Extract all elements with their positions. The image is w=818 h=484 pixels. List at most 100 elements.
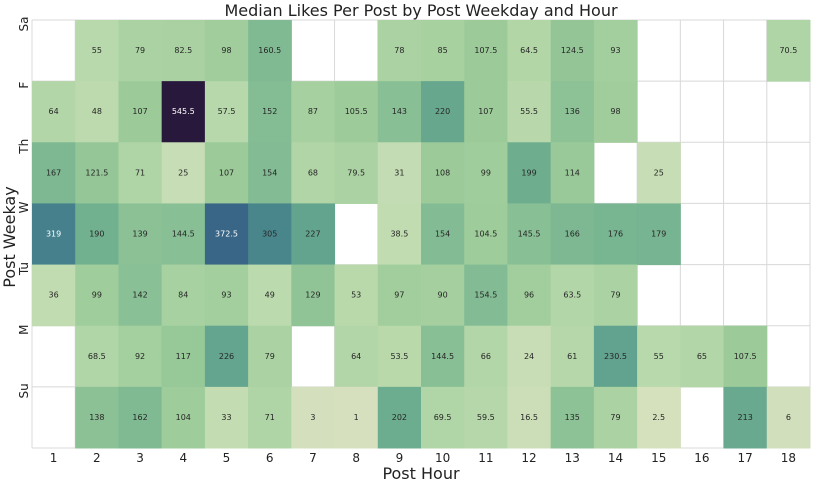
heatmap-cell (32, 81, 76, 143)
heatmap-cell (723, 325, 768, 388)
x-tick-label: 13 (565, 451, 580, 465)
cell-value-label: 107 (219, 168, 234, 177)
x-tick-label: 1 (50, 451, 58, 465)
cell-value-label: 117 (176, 352, 191, 361)
cell-value-label: 136 (565, 107, 580, 116)
heatmap-cell (593, 203, 638, 266)
x-axis-ticks: 1 2 3 4 5 6 7 8 9 10 11 12 13 14 15 16 17 18 (50, 451, 796, 465)
cell-value-label: 49 (265, 291, 275, 300)
heatmap-cell (334, 264, 379, 327)
heatmap-cell (507, 20, 552, 82)
cell-value-label: 71 (265, 413, 275, 422)
heatmap-cell (248, 142, 292, 204)
heatmap-cell (377, 386, 422, 449)
heatmap-cell (118, 386, 163, 449)
cell-value-label: 135 (565, 413, 580, 422)
heatmap-cell (75, 142, 119, 204)
y-axis-label: Post Weekay (0, 186, 19, 287)
cell-value-label: 65 (697, 352, 707, 361)
heatmap-cell (593, 325, 638, 388)
x-tick-label: 3 (136, 451, 144, 465)
cell-value-label: 64 (49, 107, 59, 116)
y-tick-label: M (17, 325, 31, 335)
cell-value-label: 25 (178, 168, 188, 177)
cell-value-label: 179 (651, 230, 666, 239)
cell-value-label: 98 (221, 46, 231, 55)
cell-value-label: 55.5 (520, 107, 538, 116)
heatmap-cells (32, 20, 811, 449)
heatmap-cell (204, 203, 249, 266)
heatmap-cell (377, 264, 422, 327)
x-tick-label: 6 (266, 451, 274, 465)
cell-value-label: 227 (305, 230, 320, 239)
heatmap-cell (421, 386, 465, 449)
cell-value-label: 64 (351, 352, 361, 361)
heatmap-cell (507, 81, 552, 143)
heatmap-cell (507, 264, 552, 327)
heatmap-cell (550, 386, 595, 449)
chart-title: Median Likes Per Post by Post Weekday an… (224, 1, 618, 20)
x-tick-label: 17 (738, 451, 753, 465)
heatmap-cell (291, 142, 336, 204)
x-tick-label: 10 (435, 451, 450, 465)
y-tick-label: Su (17, 383, 31, 398)
cell-value-label: 38.5 (390, 230, 408, 239)
heatmap-cell (75, 386, 119, 449)
cell-value-label: 138 (89, 413, 104, 422)
heatmap-cell (204, 81, 249, 143)
cell-value-label: 107.5 (474, 46, 497, 55)
heatmap-cell (377, 325, 422, 388)
cell-value-label: 96 (524, 291, 534, 300)
heatmap-cell (75, 203, 119, 266)
cell-value-label: 104 (176, 413, 191, 422)
heatmap-cell (464, 325, 508, 388)
cell-value-label: 79 (610, 413, 620, 422)
cell-value-label: 107.5 (734, 352, 757, 361)
cell-value-label: 152 (262, 107, 277, 116)
cell-value-label: 87 (308, 107, 318, 116)
heatmap-cell (32, 203, 76, 266)
cell-value-label: 124.5 (561, 46, 584, 55)
y-tick-label: W (17, 201, 31, 213)
cell-value-label: 213 (738, 413, 753, 422)
heatmap-cell (464, 386, 508, 449)
cell-value-label: 199 (521, 168, 536, 177)
cell-value-label: 114 (565, 168, 580, 177)
heatmap-cell (248, 81, 292, 143)
heatmap-cell (248, 203, 292, 266)
cell-value-label: 79.5 (347, 168, 365, 177)
cell-value-label: 167 (46, 168, 61, 177)
cell-value-label: 25 (654, 168, 664, 177)
cell-value-label: 68 (308, 168, 318, 177)
heatmap-cell (766, 386, 811, 449)
cell-value-label: 66 (481, 352, 491, 361)
heatmap-cell (421, 264, 465, 327)
y-tick-label: Sa (17, 17, 31, 32)
x-tick-label: 18 (781, 451, 796, 465)
heatmap-cell (248, 386, 292, 449)
cell-value-label: 55 (654, 352, 664, 361)
heatmap-cell (464, 20, 508, 82)
x-tick-label: 4 (179, 451, 187, 465)
heatmap-cell (550, 142, 595, 204)
cell-value-label: 129 (305, 291, 320, 300)
cell-value-label: 162 (132, 413, 147, 422)
y-axis-ticks: Sa F Th W Tu M Su (17, 17, 31, 399)
heatmap-cell (204, 264, 249, 327)
y-tick-label: Th (17, 139, 31, 155)
cell-value-label: 36 (49, 291, 59, 300)
x-tick-label: 12 (521, 451, 536, 465)
cell-value-label: 154.5 (474, 291, 497, 300)
heatmap-cell (161, 203, 206, 266)
heatmap-cell (507, 142, 552, 204)
heatmap-cell (75, 20, 119, 82)
heatmap-cell (421, 203, 465, 266)
cell-value-label: 53 (351, 291, 361, 300)
x-tick-label: 9 (396, 451, 404, 465)
cell-value-label: 90 (438, 291, 448, 300)
heatmap-cell (75, 264, 119, 327)
heatmap-cell (204, 386, 249, 449)
heatmap-cell (161, 264, 206, 327)
cell-value-labels: 55 79 82.5 98 160.5 78 85 107.5 64.5 124.5 93 70.5 6… (46, 46, 797, 422)
